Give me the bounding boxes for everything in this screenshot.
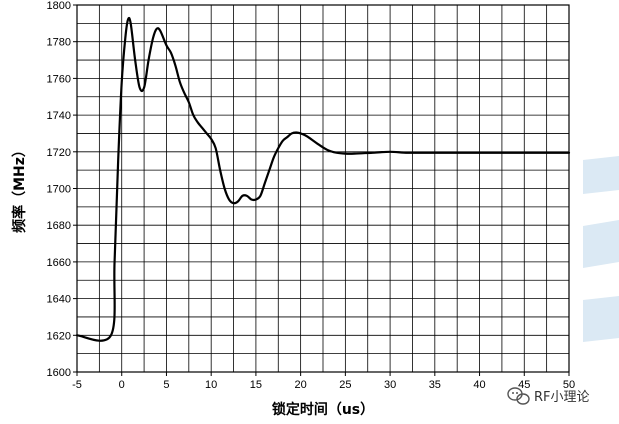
y-tick-label: 1660 [47, 257, 71, 269]
y-tick-label: 1640 [47, 294, 71, 306]
x-axis-label: 锁定时间（us） [272, 401, 374, 418]
y-tick-label: 1800 [47, 0, 71, 12]
x-tick-label: 50 [563, 379, 575, 391]
x-tick-label: 10 [205, 379, 217, 391]
x-tick-label: 35 [429, 379, 441, 391]
series-line [75, 16, 571, 342]
y-axis-ticks: 1600 1620 1640 1660 1680 1700 1720 1740 1760 1780… [47, 0, 77, 379]
y-tick-label: 1600 [47, 367, 71, 379]
y-tick-label: 1620 [47, 330, 71, 342]
x-tick-label: 40 [473, 379, 485, 391]
y-tick-label: 1760 [47, 73, 71, 85]
grid [76, 4, 570, 373]
x-tick-label: 20 [295, 379, 307, 391]
x-tick-label: 25 [339, 379, 351, 391]
x-tick-label: 15 [250, 379, 262, 391]
x-axis-ticks: -5 0 5 10 15 20 25 30 35 40 45 50 [72, 372, 575, 391]
x-tick-label: -5 [72, 379, 82, 391]
y-tick-label: 1780 [47, 37, 71, 49]
watermark-text: RF小理论 [534, 390, 590, 405]
wechat-icon [507, 387, 530, 405]
x-tick-label: 45 [518, 379, 530, 391]
watermark: RF小理论 [507, 387, 590, 405]
y-tick-label: 1740 [47, 110, 71, 122]
y-tick-label: 1680 [47, 220, 71, 232]
x-tick-label: 5 [163, 379, 169, 391]
y-axis-label: 频率（MHz） [11, 143, 28, 233]
x-tick-label: 30 [384, 379, 396, 391]
y-tick-label: 1700 [47, 184, 71, 196]
x-tick-label: 0 [119, 379, 125, 391]
y-tick-label: 1720 [47, 147, 71, 159]
background-decoration [583, 156, 619, 342]
